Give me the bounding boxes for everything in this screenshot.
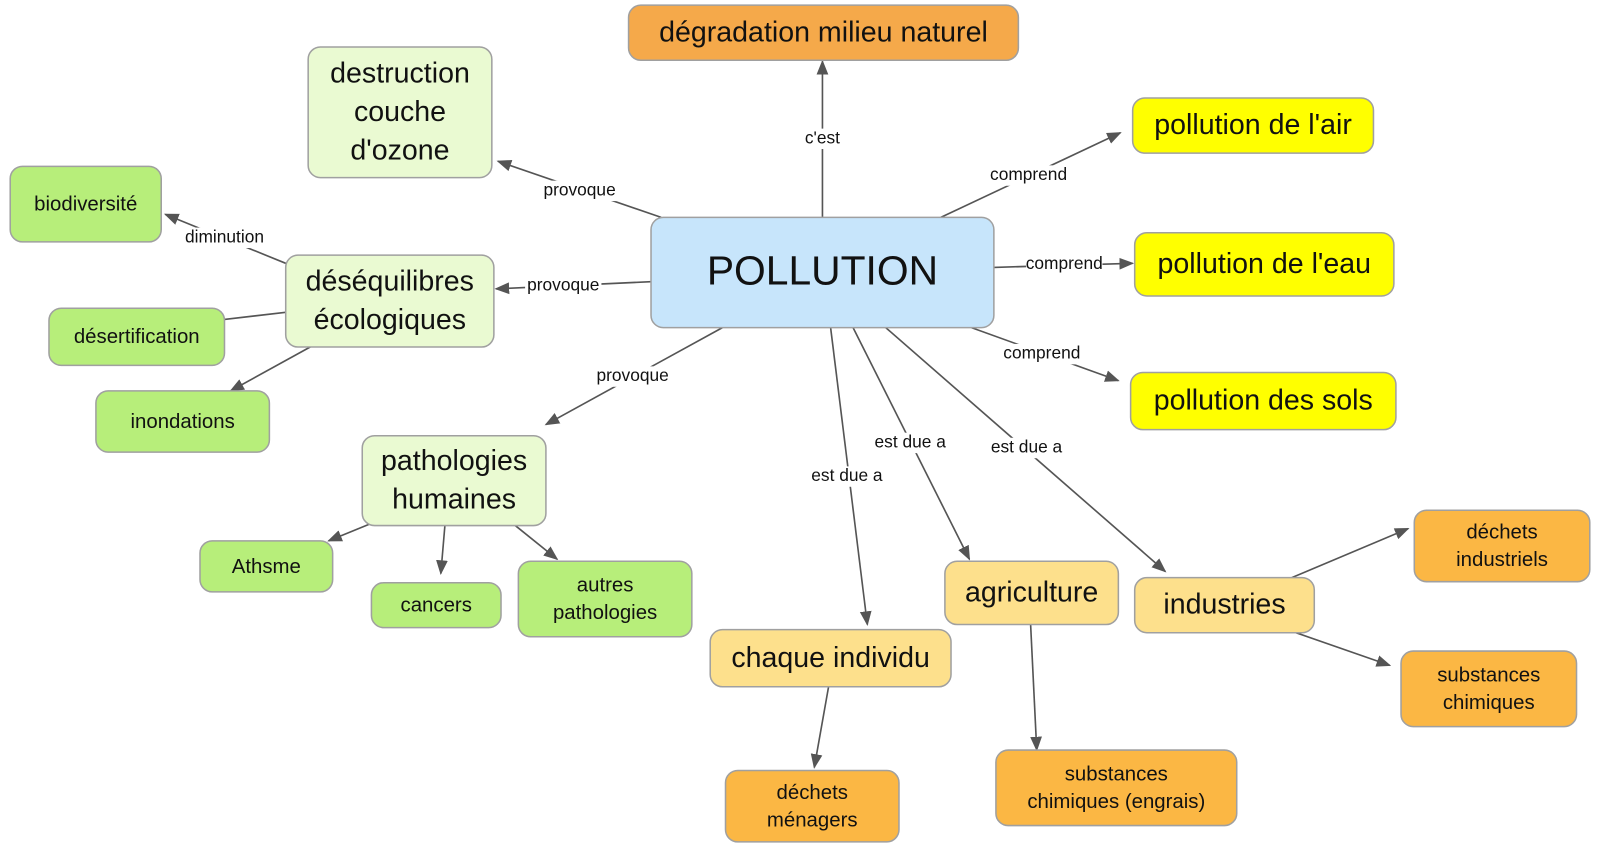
node-label: pollution des sols: [1154, 385, 1373, 417]
node-box: [517, 560, 693, 638]
link-label-bg: [867, 432, 953, 454]
node-box: [627, 4, 1020, 62]
node-label: d'ozone: [350, 134, 449, 166]
node-label: chaque individu: [731, 642, 930, 674]
node-box: [944, 560, 1120, 626]
node-label: cancers: [401, 595, 472, 617]
node-label: substances: [1437, 664, 1540, 686]
link-label: diminution: [185, 226, 264, 246]
node-box: [724, 769, 900, 843]
link-label-bg: [594, 366, 671, 387]
connector: [810, 686, 830, 769]
link-label: est due a: [991, 437, 1063, 457]
node-label: désertification: [74, 326, 200, 348]
connector: [224, 311, 286, 321]
node-label: pollution de l'eau: [1158, 248, 1371, 280]
node-box: [1133, 231, 1395, 297]
node-label: couche: [354, 96, 446, 128]
connectors: [224, 311, 1410, 769]
connector: [1291, 527, 1410, 579]
node-box: [650, 216, 995, 329]
node-label: industries: [1163, 589, 1285, 621]
link-label-bg: [804, 466, 890, 487]
node-label: pathologies: [553, 602, 657, 624]
node-label: industriels: [1456, 549, 1548, 571]
node-label: inondations: [130, 411, 234, 433]
node-label: pathologies: [381, 445, 527, 477]
link-label-bg: [1003, 343, 1080, 365]
link-label: provoque: [597, 365, 669, 385]
connector: [1029, 624, 1042, 752]
link-label: comprend: [990, 164, 1067, 184]
node-box: [361, 435, 547, 527]
node-box: [1400, 650, 1578, 728]
connector: [327, 521, 374, 542]
node-box: [370, 581, 502, 629]
node-box: [1413, 509, 1591, 583]
node-box: [9, 165, 162, 243]
node-label: déchets: [777, 782, 848, 804]
node-label: substances: [1065, 763, 1168, 785]
link-label: provoque: [543, 179, 615, 199]
nodes: POLLUTION dégradation milieu naturel destr…: [9, 4, 1591, 843]
node-label: Athsme: [232, 556, 301, 578]
link-label-bg: [990, 165, 1067, 186]
connector: [514, 524, 559, 561]
node-label: chimiques (engrais): [1027, 791, 1205, 813]
labeled-links: c'est comprend comprend comprend provoque pro…: [163, 59, 1167, 626]
node-label: biodiversité: [34, 194, 137, 216]
link-label: est due a: [875, 431, 947, 451]
node-box: [995, 749, 1238, 827]
node-label: destruction: [330, 57, 470, 89]
node-box: [1129, 371, 1397, 431]
link-label-bg: [983, 437, 1070, 459]
link-label: comprend: [1026, 253, 1103, 273]
node-label: pollution de l'air: [1154, 109, 1352, 141]
link-label-bg: [797, 128, 848, 150]
node-box: [284, 254, 495, 348]
link-label: provoque: [527, 274, 599, 294]
node-label: déséquilibres: [306, 265, 474, 297]
link-label-bg: [541, 180, 618, 202]
node-box: [1133, 576, 1316, 634]
node-label: ménagers: [767, 809, 858, 831]
link-label-bg: [525, 275, 602, 296]
link-label: comprend: [1003, 343, 1080, 363]
node-label: déchets: [1466, 522, 1537, 544]
node-label: chimiques: [1443, 692, 1535, 714]
link-label: est due a: [811, 465, 883, 485]
node-box: [1131, 97, 1375, 154]
node-box: [199, 540, 334, 593]
node-box: [48, 307, 226, 367]
connector: [229, 346, 311, 392]
node-box: [709, 628, 952, 688]
node-label: POLLUTION: [707, 247, 938, 293]
node-label: dégradation milieu naturel: [659, 16, 988, 48]
node-label: autres: [577, 575, 634, 597]
node-label: humaines: [392, 484, 516, 516]
node-box: [95, 390, 271, 453]
connector: [1295, 631, 1392, 667]
link-label-bg: [1026, 254, 1103, 275]
node-label: écologiques: [314, 304, 466, 336]
link-label: c'est: [805, 127, 840, 147]
node-box: [307, 46, 493, 179]
node-label: agriculture: [965, 576, 1098, 608]
link-label-bg: [177, 227, 272, 249]
connector: [436, 525, 448, 575]
